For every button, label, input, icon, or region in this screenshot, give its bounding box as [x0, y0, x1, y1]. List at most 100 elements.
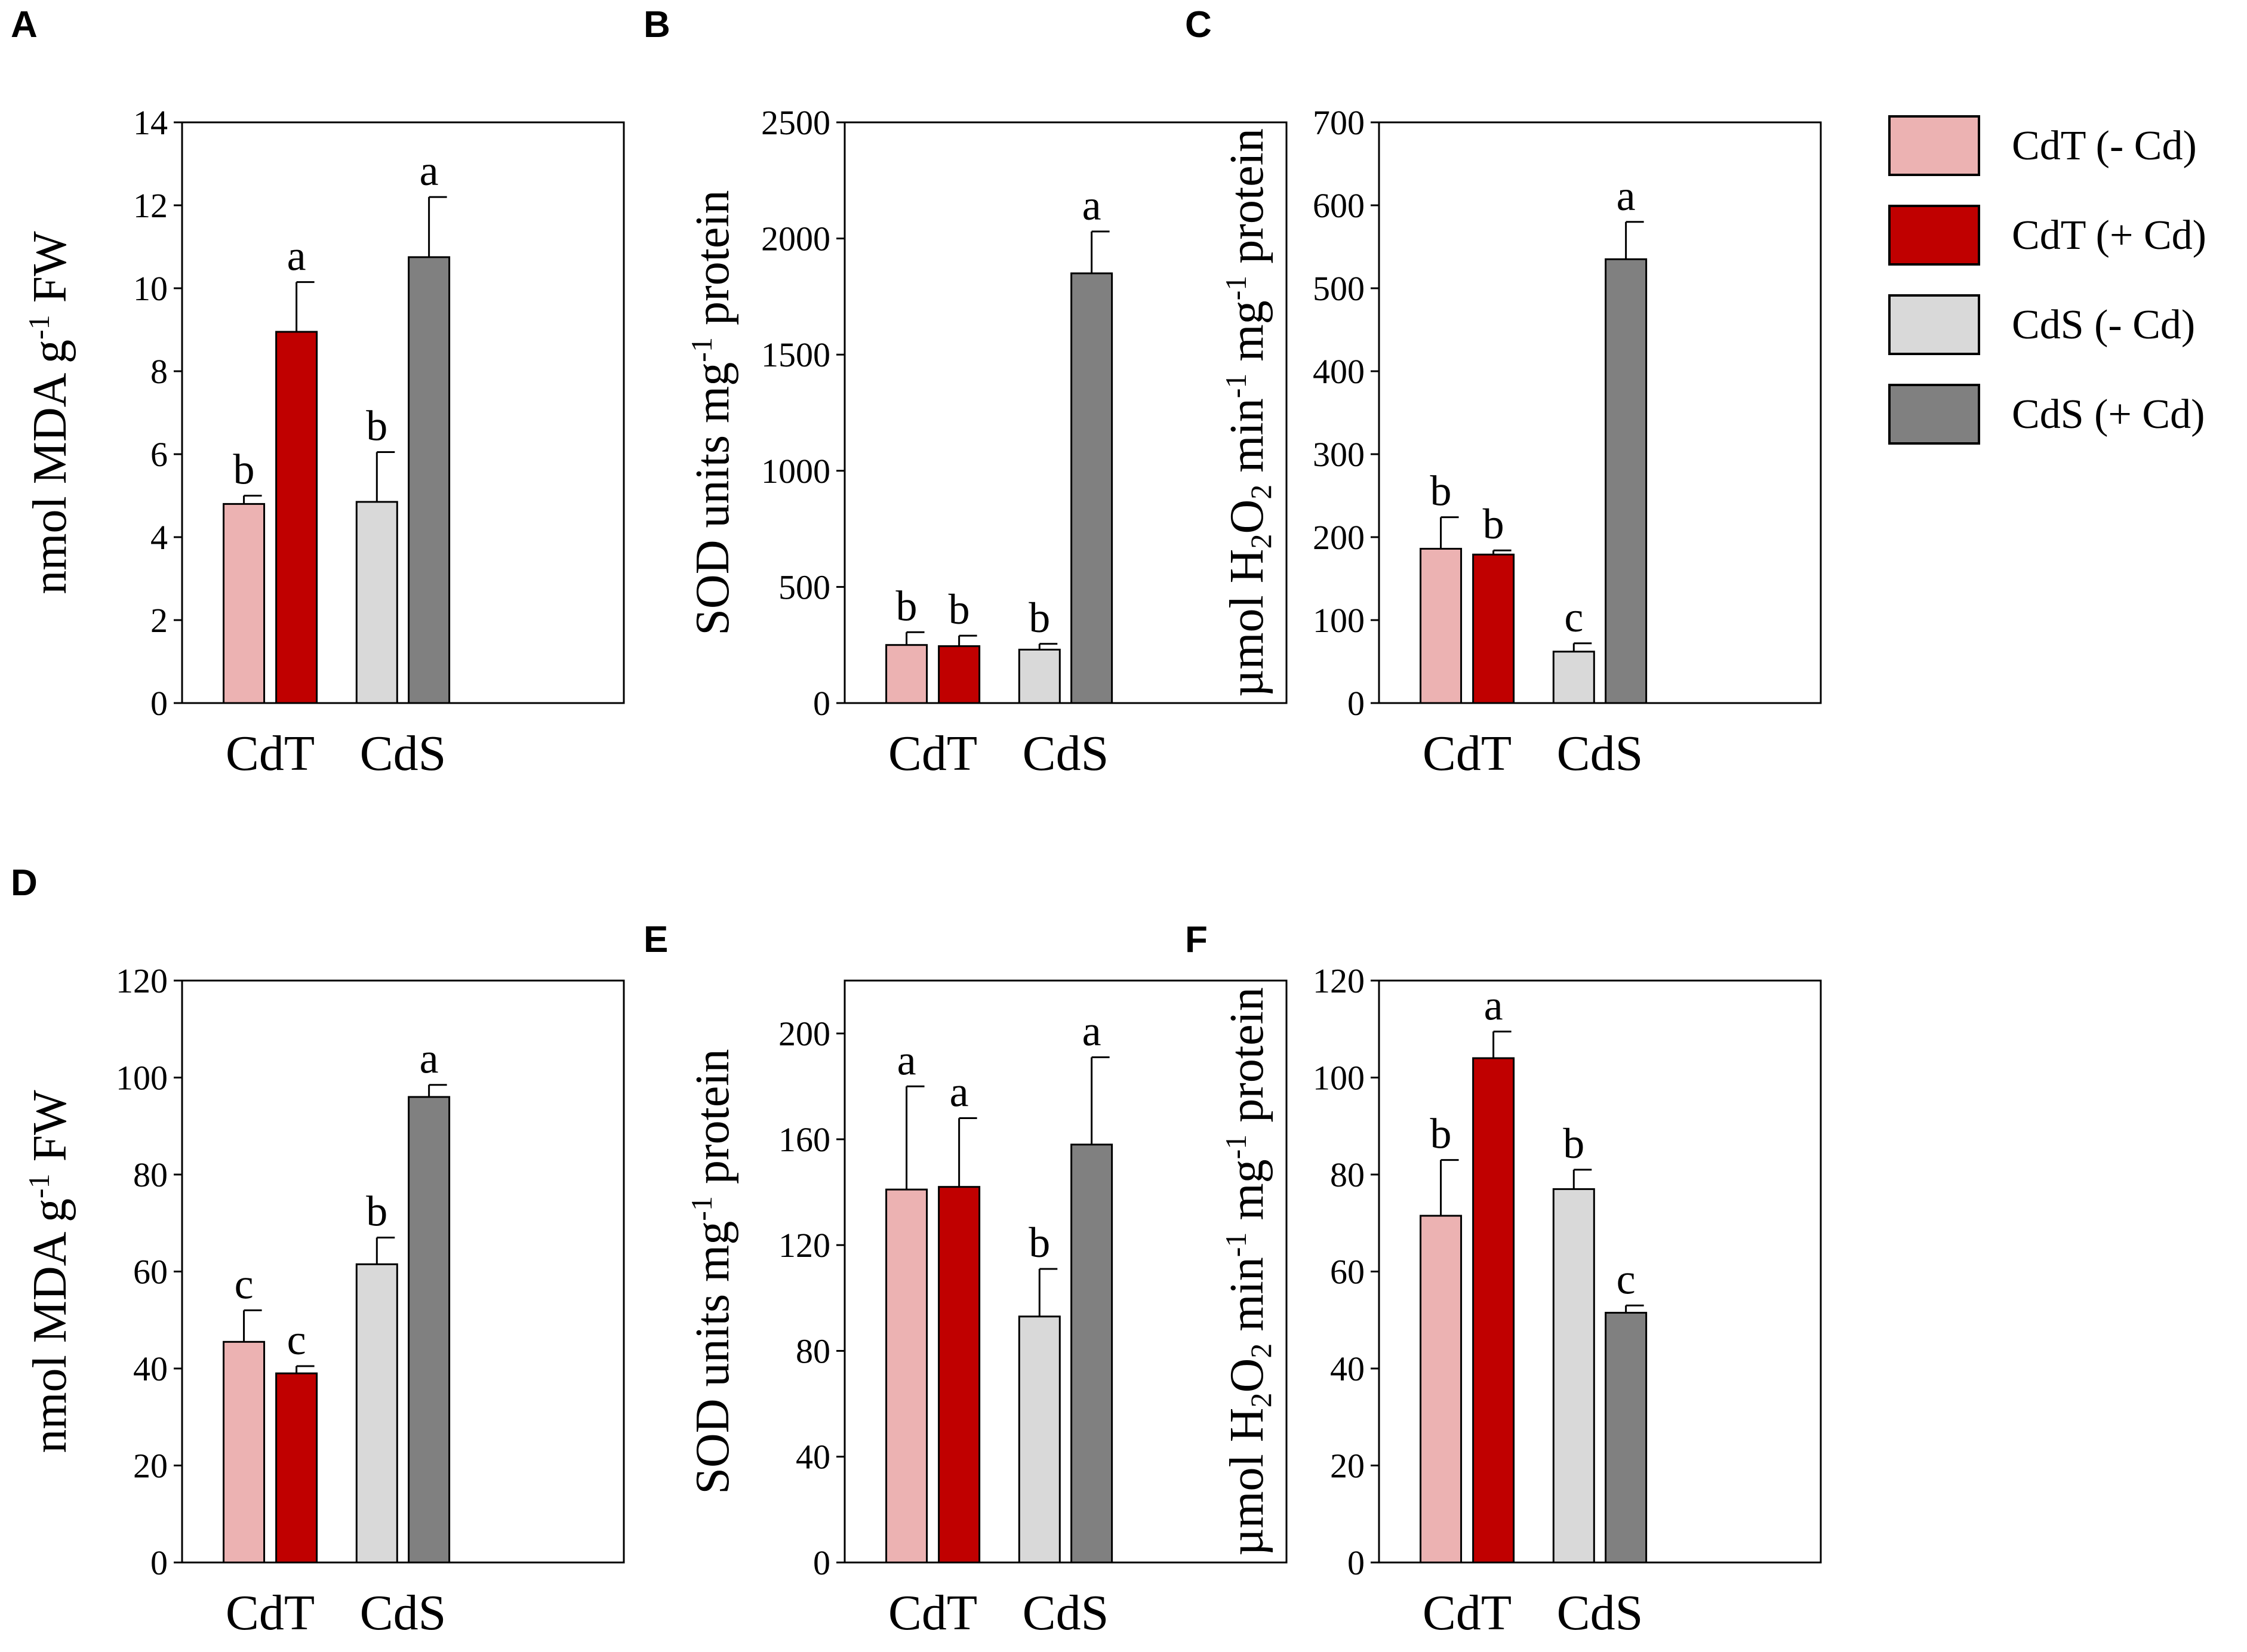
bar [885, 1188, 928, 1564]
y-tick-label: 0 [1347, 1543, 1365, 1582]
bar [885, 644, 928, 704]
significance-letter: b [366, 1188, 387, 1235]
x-category-label: CdS [360, 1585, 447, 1641]
y-tick-label: 2 [150, 601, 168, 640]
bar [1420, 1215, 1463, 1564]
panel-D: D 0 20 40 60 80 100 120 cc b a CdT CdS nmol MDA g-1 F… [11, 862, 625, 1641]
y-tick-label: 0 [150, 1543, 168, 1582]
bar [1018, 648, 1061, 704]
significance-letter: a [1484, 981, 1503, 1029]
panel-A: A 0 2 4 6 8 10 12 14 b a b a CdT CdS nmol MDA g-1 FW [11, 4, 625, 781]
y-tick-label: 2000 [761, 220, 830, 258]
y-tick-label: 0 [150, 684, 168, 723]
plot-frame [1378, 121, 1822, 704]
significance-letter: c [287, 1316, 306, 1364]
legend-swatch [1888, 205, 1980, 266]
legend-swatch [1888, 384, 1980, 445]
y-axis-label: nmol MDA g-1 FW [22, 1090, 76, 1453]
legend-label: CdS (- Cd) [2012, 302, 2195, 348]
y-tick-label: 600 [1313, 186, 1365, 225]
y-tick-label: 20 [1330, 1447, 1365, 1485]
y-tick-label: 10 [133, 269, 168, 308]
y-tick-label: 60 [133, 1253, 168, 1292]
significance-letter: a [950, 1068, 969, 1115]
y-tick-label: 1000 [761, 452, 830, 491]
x-category-label: CdT [1423, 1585, 1512, 1641]
legend-label: CdT (- Cd) [2012, 123, 2197, 169]
bar [1605, 258, 1648, 704]
significance-letter: c [1564, 593, 1583, 641]
significance-letter: a [287, 232, 306, 280]
bar [1472, 1057, 1515, 1564]
panel-letter: B [644, 4, 670, 45]
y-tick-label: 20 [133, 1447, 168, 1485]
legend-label: CdT (+ Cd) [2012, 212, 2206, 258]
significance-letter: a [1082, 1007, 1101, 1055]
y-tick-label: 400 [1313, 352, 1365, 391]
x-category-label: CdT [1423, 726, 1512, 781]
y-tick-label: 160 [778, 1120, 830, 1159]
significance-letter: b [1430, 467, 1452, 515]
y-tick-label: 500 [1313, 269, 1365, 308]
y-tick-label: 100 [116, 1059, 168, 1098]
bar [1420, 547, 1463, 704]
y-tick-label: 40 [1330, 1349, 1365, 1388]
panels: A 0 2 4 6 8 10 12 14 b a b a CdT CdS nmol MDA g-1 FW B 0 5… [11, 4, 1822, 1641]
y-tick-label: 60 [1330, 1253, 1365, 1292]
legend-label: CdS (+ Cd) [2012, 392, 2205, 437]
y-tick-label: 300 [1313, 435, 1365, 474]
y-tick-label: 120 [778, 1226, 830, 1265]
y-tick-label: 80 [1330, 1155, 1365, 1194]
y-tick-label: 200 [778, 1015, 830, 1053]
x-category-label: CdS [360, 726, 447, 781]
bar [408, 1096, 451, 1564]
bar [1070, 272, 1113, 704]
significance-letter: b [1029, 594, 1050, 642]
y-axis-label: SOD units mg-1 protein [685, 190, 739, 635]
y-tick-label: 200 [1313, 518, 1365, 557]
significance-letter: c [1617, 1255, 1636, 1303]
bar [275, 1372, 318, 1564]
y-tick-label: 120 [1313, 961, 1365, 1000]
bar [355, 1263, 398, 1564]
y-tick-label: 120 [116, 961, 168, 1000]
x-category-label: CdT [888, 1585, 977, 1641]
legend-swatch [1888, 115, 1980, 176]
y-axis-label: nmol MDA g-1 FW [22, 231, 76, 594]
y-tick-label: 2500 [761, 103, 830, 142]
significance-letter: a [420, 1035, 439, 1083]
y-tick-label: 80 [796, 1332, 830, 1370]
significance-letter: a [1617, 172, 1636, 220]
bar [1552, 1188, 1595, 1564]
panel-letter: D [11, 862, 38, 904]
significance-letter: a [1082, 181, 1101, 229]
plot-frame [181, 121, 625, 704]
panel-letter: A [11, 4, 38, 45]
x-category-label: CdS [1023, 726, 1109, 781]
y-axis-label: µmol H2O2 min-1 mg-1 protein [1219, 987, 1278, 1556]
x-category-label: CdT [226, 1585, 315, 1641]
y-axis-label: µmol H2O2 min-1 mg-1 protein [1219, 128, 1278, 697]
bar [223, 1340, 266, 1564]
panel-letter: E [644, 919, 668, 960]
significance-letter: b [896, 582, 918, 630]
x-category-label: CdS [1023, 1585, 1109, 1641]
bar [355, 501, 398, 704]
panel-letter: C [1185, 4, 1212, 45]
plot-frame [844, 121, 1288, 704]
bar [275, 331, 318, 704]
y-tick-label: 12 [133, 186, 168, 225]
panel-letter: F [1185, 919, 1208, 960]
y-tick-label: 8 [150, 352, 168, 391]
y-tick-label: 0 [1347, 684, 1365, 723]
y-tick-label: 0 [813, 684, 830, 723]
y-tick-label: 0 [813, 1543, 830, 1582]
y-tick-label: 100 [1313, 1059, 1365, 1098]
significance-letter: b [1563, 1120, 1584, 1167]
bar [223, 503, 266, 704]
y-tick-label: 4 [150, 518, 168, 557]
y-axis-label: SOD units mg-1 protein [685, 1049, 739, 1494]
significance-letter: a [897, 1036, 916, 1084]
